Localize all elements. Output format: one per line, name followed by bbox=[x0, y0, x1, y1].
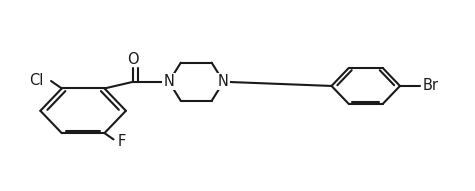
Text: Cl: Cl bbox=[28, 73, 43, 87]
Text: O: O bbox=[127, 52, 139, 67]
Text: N: N bbox=[218, 74, 229, 89]
Text: Br: Br bbox=[422, 79, 438, 93]
Text: F: F bbox=[118, 134, 126, 149]
Text: N: N bbox=[163, 74, 174, 89]
